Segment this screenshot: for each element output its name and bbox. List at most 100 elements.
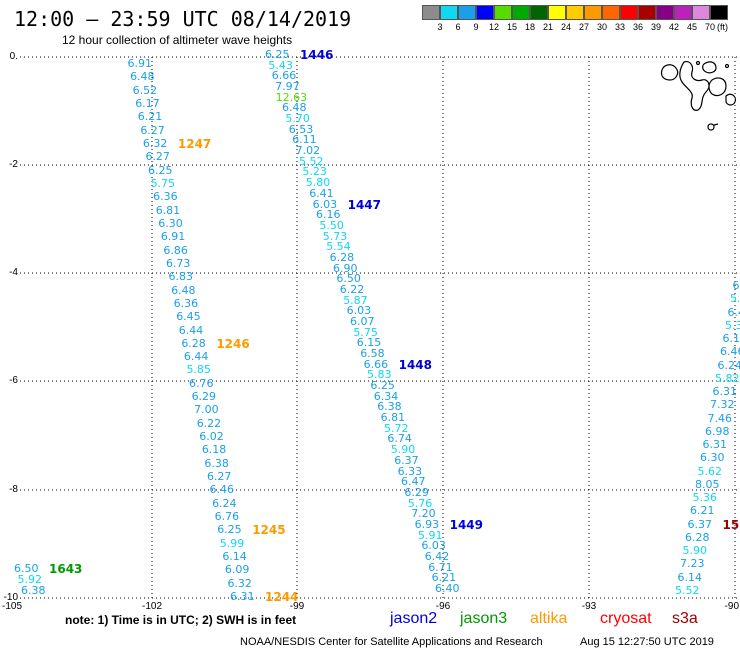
latitude-label: -8 xyxy=(9,484,18,495)
wave-height-value: 6.21 xyxy=(431,571,457,585)
wave-height-value: 5.52 xyxy=(299,154,324,168)
wave-height-value: 6.33 xyxy=(397,464,423,478)
island-outline xyxy=(707,123,719,131)
islet-outline xyxy=(695,60,701,66)
islet-outline xyxy=(724,63,730,69)
wave-height-value: 6.11 xyxy=(292,133,317,147)
wave-height-value: 6.74 xyxy=(387,432,412,446)
wave-height-value: 6.36 xyxy=(153,190,178,204)
wave-height-value: 6.76 xyxy=(214,510,240,524)
wave-height-value: 5.75 xyxy=(353,325,378,339)
satellite-legend-cryosat: cryosat xyxy=(600,610,652,627)
latitude-label: -2 xyxy=(9,159,18,170)
wave-height-value: 6.27 xyxy=(140,123,165,137)
wave-height-value: 6.37 xyxy=(394,453,419,467)
color-scale-swatch xyxy=(458,5,476,20)
wave-height-value: 5.3 xyxy=(725,318,740,332)
wave-height-value: 6.17 xyxy=(135,96,160,110)
longitude-label: -93 xyxy=(581,601,597,612)
wave-height-value: 6.22 xyxy=(196,416,222,430)
pass-time-label: 1449 xyxy=(449,517,483,532)
pass-time-label: 1245 xyxy=(252,523,286,538)
galapagos-coastline xyxy=(660,60,736,131)
map-subtitle: 12 hour collection of altimeter wave hei… xyxy=(62,33,293,47)
color-scale-swatch xyxy=(638,5,656,20)
island-outline xyxy=(702,61,717,74)
color-scale-label: 15 xyxy=(506,22,518,32)
wave-height-value: 6.31 xyxy=(702,438,728,452)
island-outline xyxy=(679,61,710,111)
units-note: note: 1) Time is in UTC; 2) SWH is in fe… xyxy=(65,613,297,627)
generated-timestamp: Aug 15 12:27:50 UTC 2019 xyxy=(580,636,714,648)
wave-height-value: 6.14 xyxy=(677,570,703,584)
wave-height-value: 5.92 xyxy=(17,573,43,586)
wave-height-value: 6.03 xyxy=(312,197,338,211)
wave-height-value: 6.45 xyxy=(176,310,201,324)
wave-height-value: 6.48 xyxy=(130,70,155,84)
color-scale-label: 33 xyxy=(614,22,626,32)
wave-height-value: 6.09 xyxy=(224,563,250,577)
wave-height-value: 7.32 xyxy=(710,398,735,412)
color-scale-label: 12 xyxy=(488,22,500,32)
wave-height-value: 6.46 xyxy=(209,483,235,497)
color-scale-unit: (ft) xyxy=(717,22,728,32)
wave-height-value: 6.25 xyxy=(148,163,173,177)
wave-height-value: 6.93 xyxy=(414,517,440,531)
color-scale-swatch xyxy=(422,5,440,20)
wave-height-value: 6.29 xyxy=(191,390,217,404)
wave-height-value: 6.44 xyxy=(178,323,204,337)
wave-height-value: 5.90 xyxy=(390,443,416,457)
wave-height-value: 6.86 xyxy=(163,243,188,257)
wave-height-value: 6.31 xyxy=(712,385,738,399)
wave-height-value: 6.83 xyxy=(168,270,194,284)
wave-height-value: 6.34 xyxy=(373,389,399,403)
wave-height-value: 6.58 xyxy=(360,347,385,361)
pass-time-label: 15 xyxy=(722,517,740,532)
wave-height-value: 7.02 xyxy=(295,144,321,158)
color-scale-label: 24 xyxy=(560,22,572,32)
wave-height-value: 5.87 xyxy=(343,293,368,307)
color-scale-swatch xyxy=(548,5,566,20)
wave-height-value: 5.76 xyxy=(407,496,433,510)
wave-height-value: 5.52 xyxy=(675,584,700,597)
wave-height-value: 6.28 xyxy=(685,530,710,544)
wave-height-value: 7.97 xyxy=(275,80,300,94)
wave-height-value: 6.07 xyxy=(350,315,375,328)
wave-height-value: 5.50 xyxy=(319,218,344,232)
color-scale-label: 18 xyxy=(524,22,536,32)
wave-height-value: 5.54 xyxy=(326,240,351,254)
wave-height-value: 12.63 xyxy=(275,90,308,104)
wave-height-value: 6.25 xyxy=(265,48,290,61)
color-scale-label: 9 xyxy=(473,22,479,32)
color-scale-legend: (ft) 3 6 9 12 15 18 21 24 27 30 33 36 39 42 45 70 xyxy=(0,0,740,40)
latitude-label: -10 xyxy=(3,592,18,603)
wave-height-value: 5. xyxy=(730,292,740,306)
wave-height-value: 6.03 xyxy=(346,304,372,318)
longitude-label: -105 xyxy=(1,601,23,612)
color-scale-label: 27 xyxy=(578,22,590,32)
wave-height-value: 6.28 xyxy=(329,250,355,264)
color-scale-label: 3 xyxy=(437,22,443,32)
wave-height-value: 6.48 xyxy=(171,283,196,297)
color-scale-swatch xyxy=(710,5,728,20)
wave-height-value: 6.98 xyxy=(705,424,730,438)
longitude-label: -102 xyxy=(141,601,163,612)
wave-height-value: 6.1 xyxy=(722,332,740,346)
wave-height-value: 6.71 xyxy=(428,560,453,574)
latitude-label: -4 xyxy=(9,267,18,278)
wave-height-value: 6.32 xyxy=(227,576,252,590)
wave-height-value: 7.23 xyxy=(680,557,705,571)
wave-height-value: 5.99 xyxy=(219,536,245,550)
credit-line: NOAA/NESDIS Center for Satellite Applica… xyxy=(240,636,543,648)
wave-height-value: 6.15 xyxy=(356,336,382,350)
wave-height-value: 5.23 xyxy=(302,165,327,179)
wave-height-value: 6.50 xyxy=(336,272,361,286)
wave-height-value: 5.43 xyxy=(268,58,293,72)
wave-height-value: 6.14 xyxy=(222,550,247,564)
satellite-legend-altika: altika xyxy=(530,610,568,627)
wave-height-value: 6.38 xyxy=(204,456,229,470)
wave-height-value: 5.85 xyxy=(186,363,211,377)
wave-height-value: 6.27 xyxy=(206,470,232,484)
